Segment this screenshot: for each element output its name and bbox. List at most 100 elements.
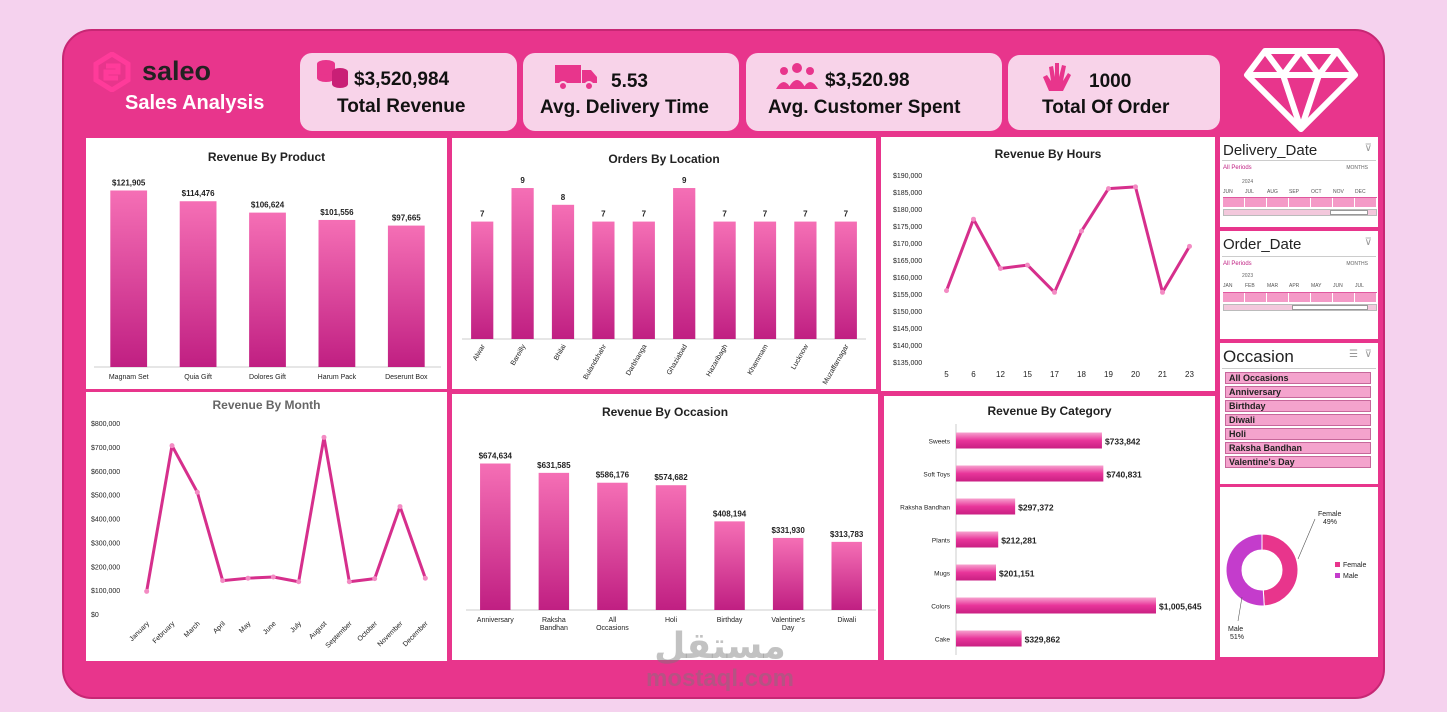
clear-filter-icon[interactable]: ⊽	[1364, 237, 1372, 248]
timeline-month-label[interactable]: AUG	[1267, 189, 1278, 195]
timeline-cell[interactable]	[1245, 198, 1267, 207]
timeline-scrollbar[interactable]	[1223, 304, 1377, 311]
timeline-month-label[interactable]: JUL	[1245, 189, 1254, 195]
timeline-month-label[interactable]: MAY	[1311, 283, 1322, 289]
x-tick-label: 12	[996, 370, 1005, 379]
x-tick-label: Lucknow	[790, 343, 810, 371]
slicer-title: Order_Date	[1223, 236, 1302, 253]
y-tick-label: $800,000	[91, 421, 120, 428]
x-tick-label: Darbhanga	[625, 343, 648, 377]
timeline-month-label[interactable]: DEC	[1355, 189, 1366, 195]
bar	[592, 221, 615, 339]
slicer-item[interactable]: Diwali	[1225, 414, 1371, 426]
x-tick-label: Anniversary	[477, 617, 514, 624]
x-tick-label: 19	[1104, 370, 1113, 379]
watermark: مستقل mostaql.com	[620, 628, 820, 692]
timeline-cell[interactable]	[1311, 293, 1333, 302]
timeline-month-label[interactable]: FEB	[1245, 283, 1255, 289]
timeline-cell[interactable]	[1245, 293, 1267, 302]
timeline-month-label[interactable]: MAR	[1267, 283, 1279, 289]
timeline-bar[interactable]	[1223, 292, 1377, 302]
data-point	[1160, 289, 1165, 295]
kpi-total-revenue: $3,520,984 Total Revenue	[300, 53, 517, 131]
all-periods-label[interactable]: All Periods	[1223, 165, 1252, 171]
series-line	[945, 185, 1191, 294]
timeline-month-label[interactable]: JUN	[1333, 283, 1343, 289]
x-tick-label: All	[609, 617, 617, 624]
timeline-month-label[interactable]: JAN	[1223, 283, 1233, 289]
panel-orders-by-location: Orders By Location 7 Alwar 9 Bareilly 8 Bhila…	[452, 138, 876, 389]
kpi-value: $3,520,984	[354, 69, 450, 90]
data-label: $1,005,645	[1159, 602, 1202, 612]
data-label: 7	[763, 210, 768, 219]
timeline-cell[interactable]	[1223, 198, 1245, 207]
timeline-cell[interactable]	[1355, 293, 1377, 302]
timeline-cell[interactable]	[1267, 198, 1289, 207]
timeline-cell[interactable]	[1355, 198, 1377, 207]
data-label: 7	[601, 210, 606, 219]
period-unit[interactable]: MONTHS	[1346, 261, 1368, 267]
data-point	[971, 216, 976, 222]
x-tick-label: 23	[1185, 370, 1194, 379]
period-unit[interactable]: MONTHS	[1346, 165, 1368, 171]
data-label: 9	[520, 176, 525, 185]
timeline-month-label[interactable]: APR	[1289, 283, 1300, 289]
bar	[538, 472, 570, 610]
timeline-cell[interactable]	[1289, 293, 1311, 302]
y-tick-label: $170,000	[893, 241, 922, 248]
x-tick-label: Ghaziabad	[666, 343, 689, 376]
y-tick-label: $300,000	[91, 540, 120, 547]
chart-title: Revenue By Product	[207, 150, 326, 164]
slicer-item[interactable]: Holi	[1225, 428, 1371, 440]
bar	[387, 225, 425, 367]
slicer-title: Occasion	[1223, 347, 1294, 366]
y-tick-label: $155,000	[893, 292, 922, 299]
x-tick-label: Birthday	[717, 617, 743, 624]
slicer-item[interactable]: Raksha Bandhan	[1225, 442, 1371, 454]
timeline-cell[interactable]	[1289, 198, 1311, 207]
multi-select-icon[interactable]: ☰	[1349, 349, 1358, 360]
bar	[480, 463, 511, 610]
timeline-month-label[interactable]: OCT	[1311, 189, 1322, 195]
slicer-order-date[interactable]: Order_Date ⊽ All Periods MONTHS 2023 JAN…	[1220, 231, 1378, 339]
x-tick-label: 18	[1077, 370, 1086, 379]
x-tick-label: Deserunt Box	[385, 374, 428, 381]
timeline-month-label[interactable]: SEP	[1289, 189, 1300, 195]
slicer-delivery-date[interactable]: Delivery_Date ⊽ All Periods MONTHS 2024 …	[1220, 137, 1378, 227]
data-label: $408,194	[713, 509, 747, 518]
y-tick-label: $180,000	[893, 207, 922, 214]
bar	[753, 221, 777, 339]
legend-label: Male	[1343, 573, 1358, 580]
timeline-month-label[interactable]: JUL	[1355, 283, 1364, 289]
timeline-month-label[interactable]: JUN	[1223, 189, 1233, 195]
slicer-item[interactable]: All Occasions	[1225, 372, 1371, 384]
kpi-label: Avg. Customer Spent	[768, 97, 961, 118]
slicer-occasion[interactable]: Occasion ☰ ⊽ All Occasions Anniversary Bir…	[1220, 343, 1378, 484]
bar	[673, 188, 696, 339]
timeline-bar[interactable]	[1223, 197, 1377, 207]
clear-filter-icon[interactable]: ⊽	[1364, 349, 1372, 360]
slicer-item[interactable]: Valentine's Day	[1225, 456, 1371, 468]
y-tick-label: $0	[91, 612, 99, 619]
timeline-cell[interactable]	[1311, 198, 1333, 207]
timeline-month-label[interactable]: NOV	[1333, 189, 1344, 195]
bar	[471, 221, 494, 339]
x-tick-label: April	[212, 620, 227, 635]
slicer-item[interactable]: Anniversary	[1225, 386, 1371, 398]
bar	[956, 432, 1102, 449]
timeline-cell[interactable]	[1333, 293, 1355, 302]
brand-logo: saleo Sales Analysis	[92, 50, 302, 120]
timeline-scrollbar[interactable]	[1223, 209, 1377, 216]
all-periods-label[interactable]: All Periods	[1223, 261, 1252, 267]
x-tick-label: August	[308, 620, 328, 640]
data-label: $631,585	[537, 461, 571, 470]
timeline-cell[interactable]	[1223, 293, 1245, 302]
x-tick-label: February	[152, 620, 177, 645]
bar	[956, 465, 1104, 482]
bar	[318, 219, 356, 367]
panel-gender-donut: Female 49% Male 51% Female Male	[1220, 487, 1378, 657]
clear-filter-icon[interactable]: ⊽	[1364, 143, 1372, 154]
timeline-cell[interactable]	[1333, 198, 1355, 207]
slicer-item[interactable]: Birthday	[1225, 400, 1371, 412]
timeline-cell[interactable]	[1267, 293, 1289, 302]
